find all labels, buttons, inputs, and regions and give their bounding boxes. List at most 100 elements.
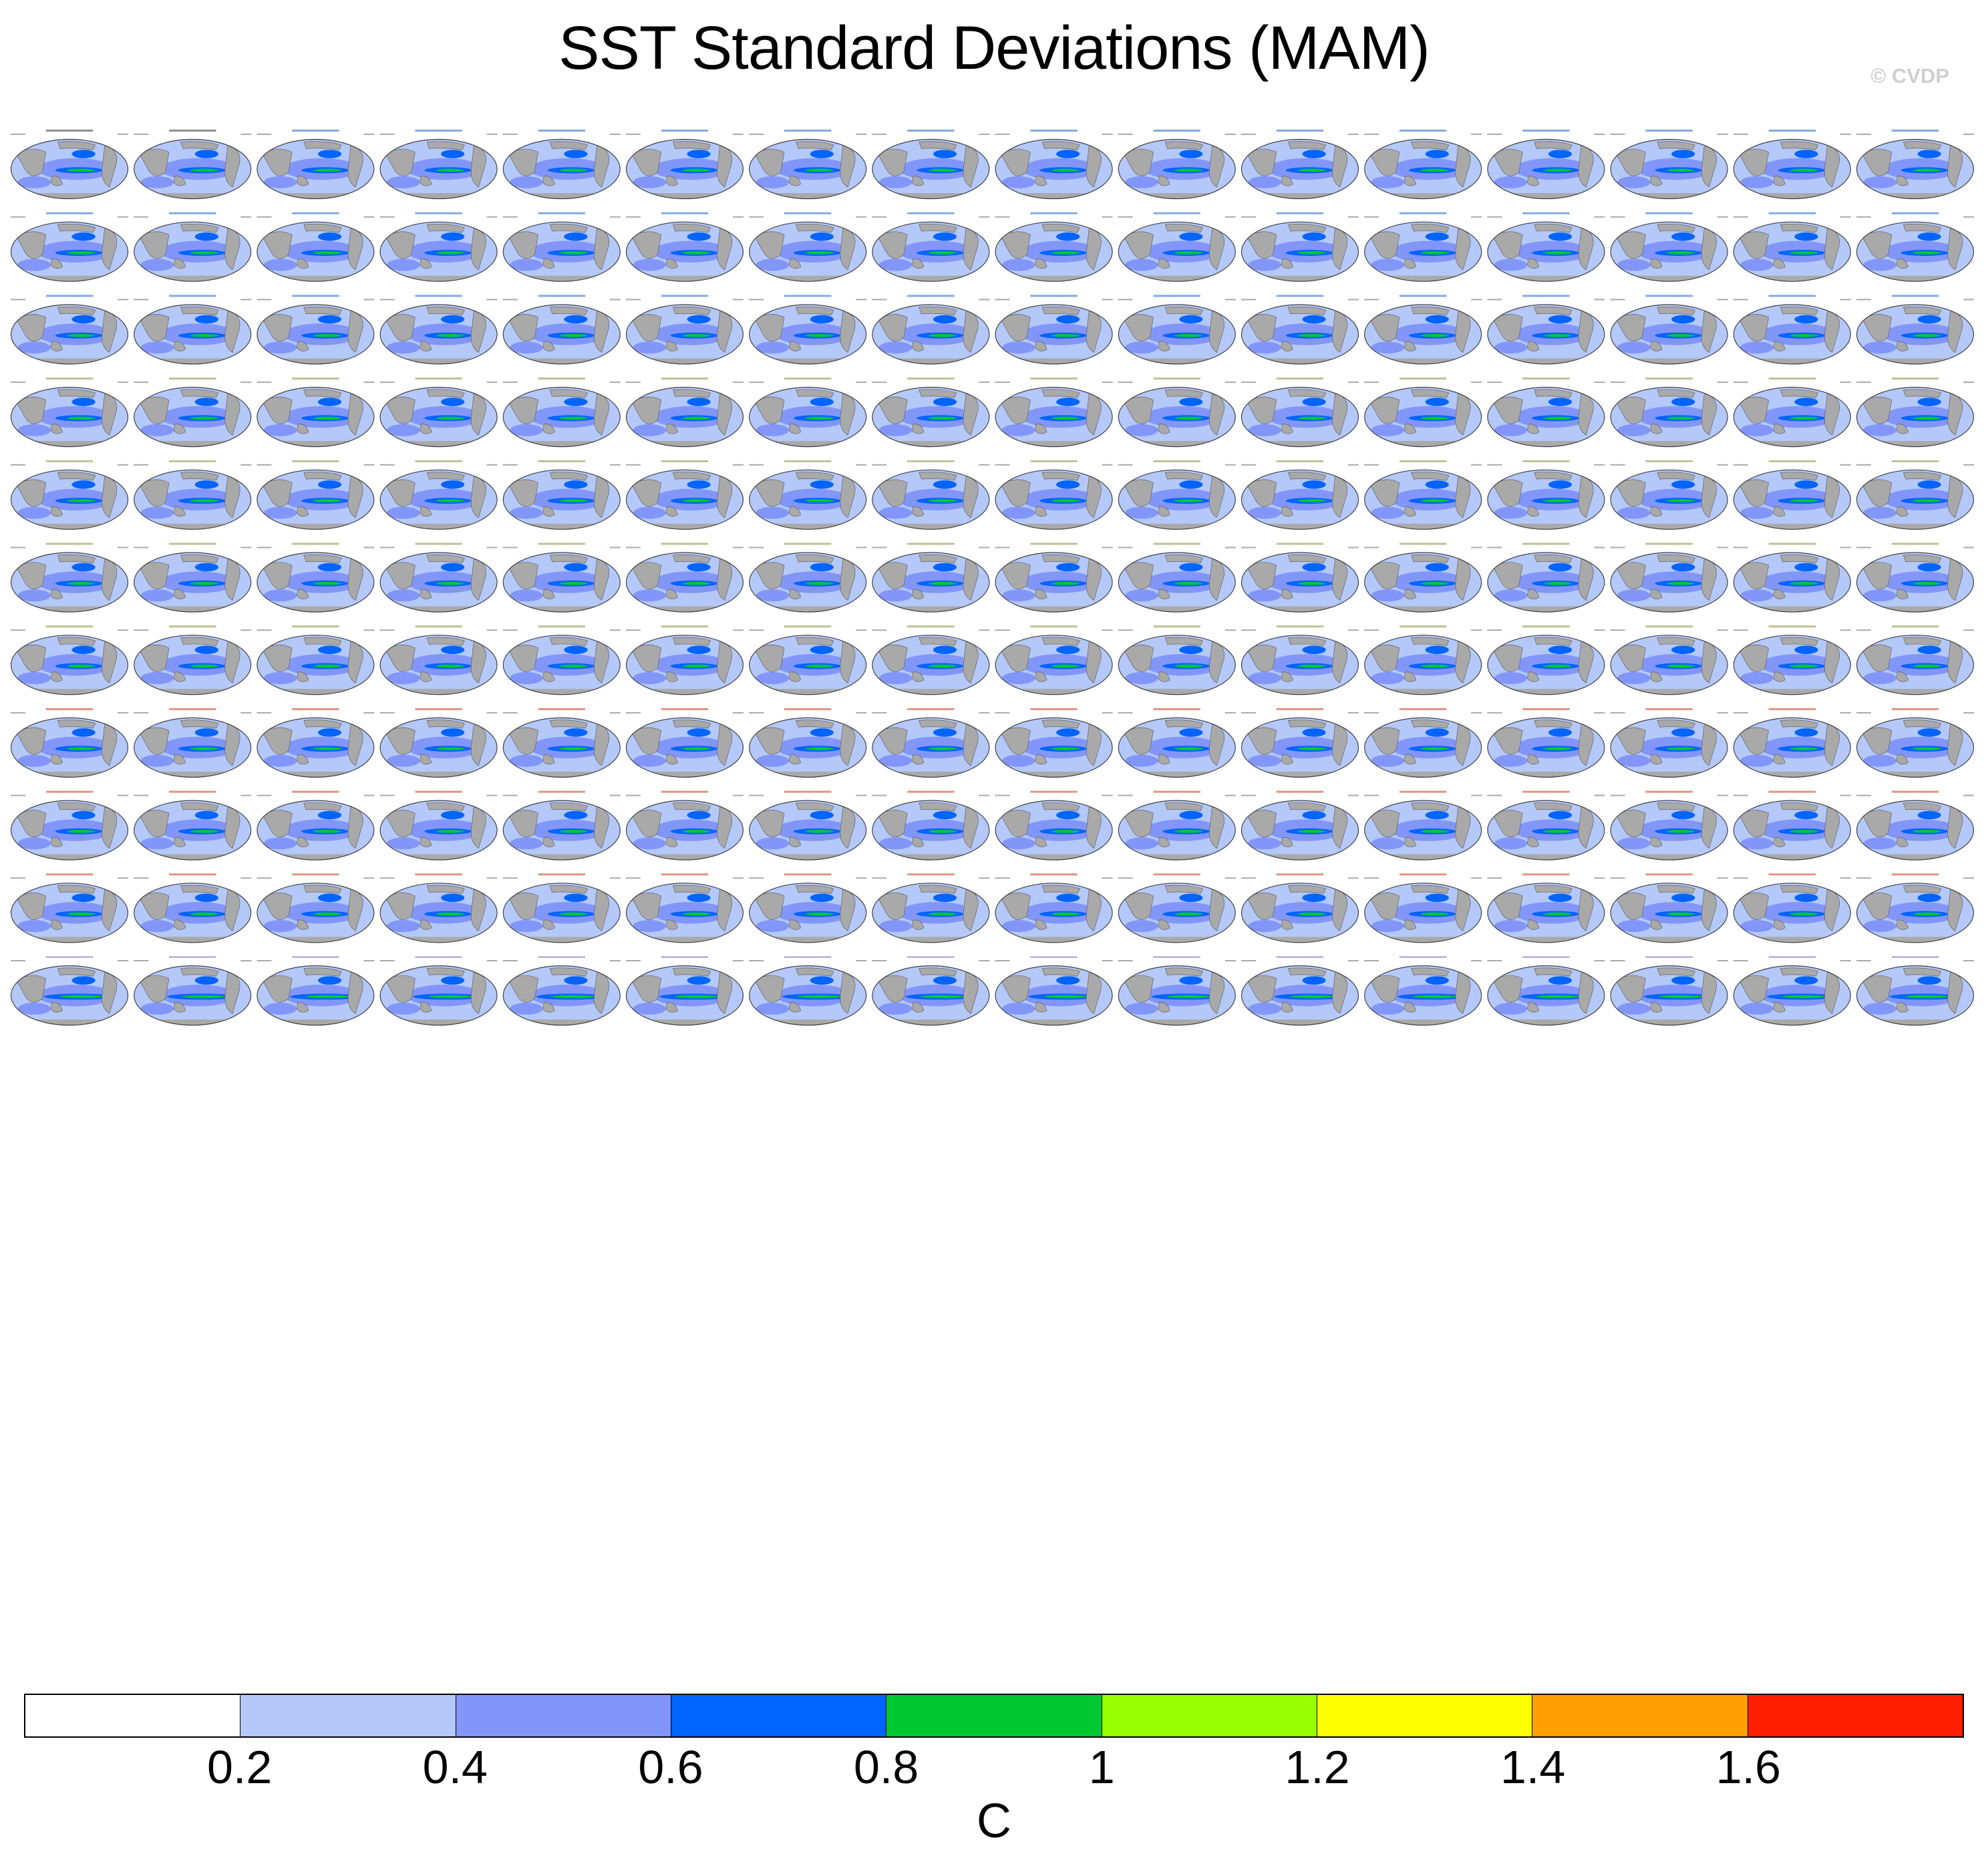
antarctica: [379, 358, 498, 365]
continent: [796, 224, 834, 233]
panel-value-mark: [1471, 134, 1482, 135]
map-panel: [1856, 212, 1975, 282]
ocean-band: [71, 563, 96, 572]
equatorial-core: [1659, 995, 1703, 999]
colorbar-segment: [886, 1695, 1102, 1736]
equatorial-core: [1167, 995, 1210, 999]
globe-outline: [1240, 469, 1359, 530]
continent: [1492, 231, 1523, 259]
continent: [508, 810, 538, 838]
panel-title-mark: [1030, 956, 1078, 958]
panel-value-mark: [1717, 877, 1728, 879]
continent: [426, 802, 465, 812]
ocean-band: [1617, 589, 1651, 602]
continent: [919, 802, 957, 812]
ocean-band: [1548, 893, 1572, 903]
continent: [549, 720, 588, 729]
ocean-band: [1125, 341, 1158, 354]
ocean-band: [71, 232, 96, 241]
ocean-band: [387, 672, 420, 684]
panel-years-mark: [995, 877, 1010, 879]
colorbar-tick-label: 0.2: [207, 1741, 273, 1793]
ocean-band: [71, 645, 96, 654]
continent: [1247, 148, 1277, 176]
ocean-band: [1794, 728, 1818, 737]
continent: [139, 893, 170, 920]
continent: [1492, 314, 1523, 341]
panel-years-mark: [1364, 629, 1379, 631]
panel-value-mark: [1840, 299, 1851, 301]
globe-outline: [1364, 221, 1482, 282]
antarctica: [257, 606, 375, 613]
panel-years-mark: [1118, 712, 1133, 714]
antarctica: [379, 771, 498, 778]
continent: [1000, 314, 1031, 341]
globe-outline: [1118, 965, 1236, 1026]
map-panel: [995, 377, 1113, 448]
ocean-band: [263, 837, 297, 850]
ocean-band: [756, 259, 790, 271]
continent: [1158, 1002, 1170, 1013]
map-panel: [379, 873, 498, 943]
panel-years-mark: [626, 134, 641, 135]
continent: [919, 720, 957, 729]
panel-years-mark: [1118, 134, 1133, 135]
antarctica: [502, 523, 621, 530]
ocean-band: [933, 232, 957, 241]
continent: [262, 479, 293, 507]
ocean-band: [510, 837, 543, 850]
panel-value-mark: [1840, 794, 1851, 796]
continent: [1287, 472, 1327, 481]
continent: [1526, 258, 1540, 269]
antarctica: [1733, 689, 1851, 695]
continent: [754, 314, 785, 341]
panel-title-mark: [1891, 873, 1939, 876]
globe-outline: [1487, 965, 1605, 1026]
ocean-band: [1548, 563, 1572, 572]
globe-outline: [379, 965, 498, 1026]
map-panel: [1610, 295, 1728, 365]
antarctica: [1856, 441, 1974, 448]
colorbar-tick-label: 1.2: [1285, 1741, 1350, 1793]
continent: [57, 637, 96, 646]
map-panel: [1487, 377, 1605, 448]
continent: [631, 479, 662, 507]
map-panel: [502, 542, 621, 613]
globe-outline: [502, 717, 621, 778]
equatorial-core: [1051, 251, 1080, 255]
ocean-band: [1794, 810, 1818, 820]
continent: [508, 314, 538, 341]
continent: [1158, 176, 1170, 186]
equatorial-core: [1913, 251, 1941, 255]
equatorial-core: [1297, 664, 1326, 668]
equatorial-core: [1420, 830, 1449, 833]
panel-years-mark: [1241, 464, 1256, 466]
continent: [139, 975, 170, 1003]
equatorial-core: [1667, 251, 1695, 255]
panel-years-mark: [1856, 960, 1871, 961]
map-panel: [1364, 625, 1482, 695]
equatorial-core: [182, 995, 226, 999]
panel-value-mark: [1224, 216, 1236, 218]
continent: [796, 306, 834, 315]
panel-title-mark: [1030, 212, 1078, 214]
continent: [180, 720, 219, 729]
antarctica: [1364, 441, 1482, 448]
continent: [672, 802, 711, 812]
panel-title-mark: [1645, 542, 1693, 545]
antarctica: [1733, 358, 1851, 365]
globe-outline: [502, 883, 621, 943]
globe-outline: [134, 800, 252, 861]
panel-years-mark: [1610, 134, 1625, 135]
antarctica: [1118, 937, 1236, 943]
continent: [1124, 148, 1154, 176]
ocean-band: [1371, 672, 1405, 684]
antarctica: [1364, 771, 1482, 778]
antarctica: [995, 193, 1113, 199]
panel-value-mark: [1471, 299, 1482, 301]
map-panel: [379, 212, 498, 282]
map-panel: [257, 708, 375, 778]
ocean-band: [1056, 810, 1080, 820]
equatorial-core: [675, 995, 718, 999]
panel-value-mark: [1963, 216, 1974, 218]
